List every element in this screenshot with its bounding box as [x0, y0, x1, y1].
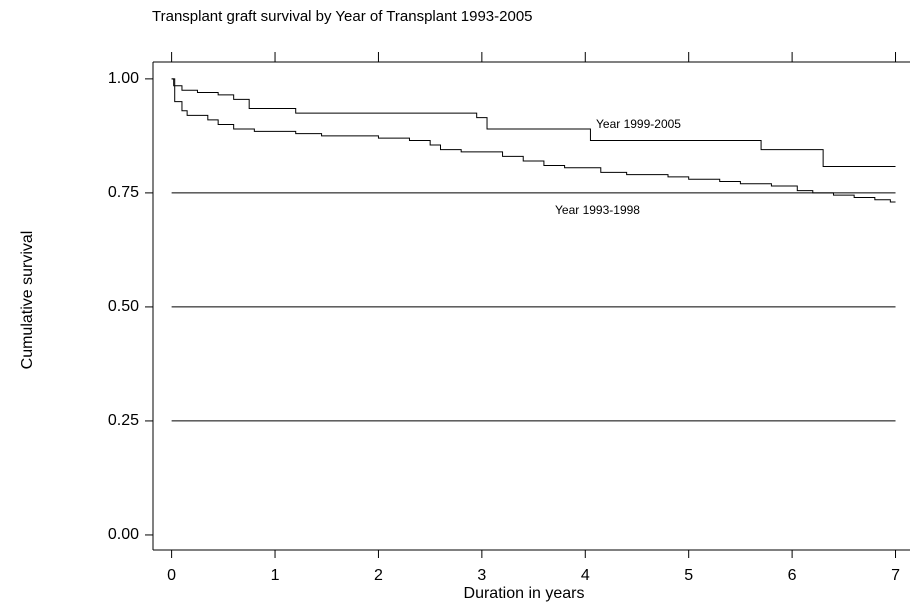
x-tick-label: 1: [271, 567, 280, 584]
x-tick-label: 4: [581, 567, 590, 584]
series-label: Year 1993-1998: [555, 203, 640, 217]
x-tick-label: 3: [477, 567, 486, 584]
x-tick-label: 5: [684, 567, 693, 584]
chart-title: Transplant graft survival by Year of Tra…: [152, 8, 533, 25]
survival-curve: [171, 78, 896, 167]
y-tick-label: 0.25: [108, 412, 139, 429]
y-tick-label: 0.50: [108, 298, 139, 315]
x-axis-label: Duration in years: [464, 585, 585, 602]
series-label: Year 1999-2005: [596, 117, 681, 131]
x-tick-label: 7: [891, 567, 900, 584]
y-tick-label: 1.00: [108, 70, 139, 87]
survival-curve: [171, 78, 896, 203]
x-tick-label: 0: [167, 567, 176, 584]
x-tick-label: 2: [374, 567, 383, 584]
y-tick-label: 0.75: [108, 184, 139, 201]
x-tick-label: 6: [788, 567, 797, 584]
y-tick-label: 0.00: [108, 526, 139, 543]
y-axis-label: Cumulative survival: [19, 231, 36, 370]
